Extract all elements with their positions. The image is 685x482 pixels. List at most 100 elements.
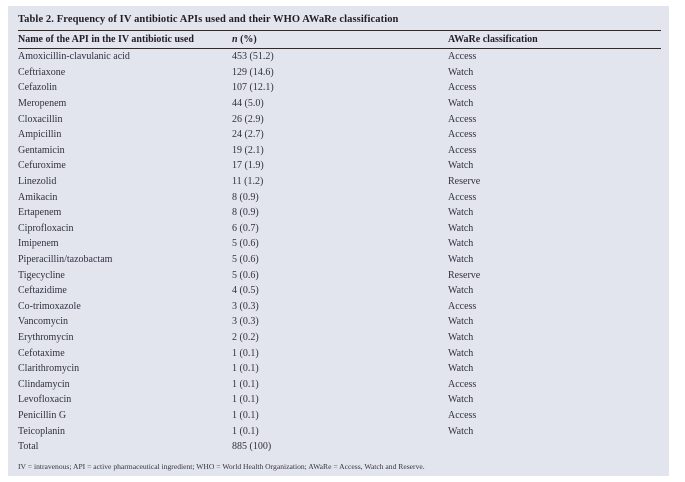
n-percent-cell: 5 (0.6): [232, 269, 259, 281]
table-row: Amoxicillin-clavulanic acid 453 (51.2) Acc…: [18, 49, 661, 65]
table-row: Tigecycline 5 (0.6) Reserve: [18, 267, 661, 283]
n-percent-cell: 3 (0.3): [232, 300, 259, 312]
col-header-n-percent: n (%): [232, 31, 448, 49]
n-percent-cell: 1 (0.1): [232, 409, 259, 421]
n-percent-cell: 26 (2.9): [232, 113, 264, 125]
n-percent-cell: 8 (0.9): [232, 207, 259, 219]
aware-classification-cell: Watch: [448, 160, 474, 172]
n-percent-cell: 1 (0.1): [232, 394, 259, 406]
api-name-cell: Vancomycin: [18, 316, 68, 328]
table-row: Co-trimoxazole 3 (0.3) Access: [18, 299, 661, 315]
api-name-cell: Teicoplanin: [18, 425, 66, 437]
table-row: Erythromycin 2 (0.2) Watch: [18, 330, 661, 346]
n-percent-cell: 107 (12.1): [232, 82, 274, 94]
table-row: Ceftriaxone 129 (14.6) Watch: [18, 65, 661, 81]
table-row: Gentamicin 19 (2.1) Access: [18, 143, 661, 159]
api-name-cell: Co-trimoxazole: [18, 300, 81, 312]
aware-classification-cell: Watch: [448, 207, 474, 219]
aware-classification-cell: Watch: [448, 98, 474, 110]
aware-classification-cell: Watch: [448, 254, 474, 266]
table-row: Levofloxacin 1 (0.1) Watch: [18, 392, 661, 408]
aware-classification-cell: Access: [448, 300, 477, 312]
aware-classification-cell: Watch: [448, 347, 474, 359]
n-percent-cell: 453 (51.2): [232, 51, 274, 63]
n-percent-cell: 17 (1.9): [232, 160, 264, 172]
col-header-aware-classification: AWaRe classification: [448, 31, 661, 49]
table-row: Cefotaxime 1 (0.1) Watch: [18, 345, 661, 361]
header-row: Name of the API in the IV antibiotic use…: [18, 31, 661, 49]
table-row: Clindamycin 1 (0.1) Access: [18, 376, 661, 392]
table-row: Piperacillin/tazobactam 5 (0.6) Watch: [18, 252, 661, 268]
api-name-cell: Ceftazidime: [18, 285, 67, 297]
n-percent-cell: 3 (0.3): [232, 316, 259, 328]
api-name-cell: Clindamycin: [18, 378, 70, 390]
api-name-cell: Piperacillin/tazobactam: [18, 254, 113, 266]
n-percent-cell: 1 (0.1): [232, 363, 259, 375]
aware-classification-cell: Watch: [448, 425, 474, 437]
n-percent-cell: 1 (0.1): [232, 425, 259, 437]
n-percent-cell: 44 (5.0): [232, 98, 264, 110]
aware-classification-cell: Access: [448, 51, 477, 63]
aware-classification-cell: Access: [448, 409, 477, 421]
table-row: Ciprofloxacin 6 (0.7) Watch: [18, 221, 661, 237]
api-name-cell: Tigecycline: [18, 269, 65, 281]
table-row: Teicoplanin 1 (0.1) Watch: [18, 423, 661, 439]
table-row: Penicillin G 1 (0.1) Access: [18, 408, 661, 424]
table-row: Cloxacillin 26 (2.9) Access: [18, 111, 661, 127]
aware-classification-cell: Watch: [448, 394, 474, 406]
api-name-cell: Levofloxacin: [18, 394, 72, 406]
api-name-cell: Clarithromycin: [18, 363, 80, 375]
api-name-cell: Ceftriaxone: [18, 66, 66, 78]
n-percent-cell: 24 (2.7): [232, 129, 264, 141]
table-row: Cefazolin 107 (12.1) Access: [18, 80, 661, 96]
aware-classification-cell: Access: [448, 191, 477, 203]
table-row: Meropenem 44 (5.0) Watch: [18, 96, 661, 112]
antibiotics-table: Name of the API in the IV antibiotic use…: [18, 31, 661, 454]
aware-classification-cell: Access: [448, 113, 477, 125]
api-name-cell: Total: [18, 441, 39, 453]
aware-classification-cell: Access: [448, 82, 477, 94]
n-percent-cell: 8 (0.9): [232, 191, 259, 203]
api-name-cell: Cefuroxime: [18, 160, 66, 172]
api-name-cell: Ertapenem: [18, 207, 62, 219]
api-name-cell: Amoxicillin-clavulanic acid: [18, 51, 130, 63]
table-row: Ceftazidime 4 (0.5) Watch: [18, 283, 661, 299]
n-percent-cell: 19 (2.1): [232, 144, 264, 156]
table-row: Clarithromycin 1 (0.1) Watch: [18, 361, 661, 377]
api-name-cell: Linezolid: [18, 176, 57, 188]
n-percent-cell: 129 (14.6): [232, 66, 274, 78]
api-name-cell: Amikacin: [18, 191, 58, 203]
aware-classification-cell: Reserve: [448, 269, 481, 281]
aware-classification-cell: Watch: [448, 363, 474, 375]
table-body: Amoxicillin-clavulanic acid 453 (51.2) Acc…: [18, 49, 661, 455]
api-name-cell: Cefotaxime: [18, 347, 65, 359]
aware-classification-cell: Watch: [448, 238, 474, 250]
aware-classification-cell: Watch: [448, 316, 474, 328]
n-percent-cell: 2 (0.2): [232, 331, 259, 343]
api-name-cell: Cefazolin: [18, 82, 57, 94]
table-row: Imipenem 5 (0.6) Watch: [18, 236, 661, 252]
api-name-cell: Ampicillin: [18, 129, 62, 141]
n-percent-cell: 11 (1.2): [232, 176, 264, 188]
table-footnote: IV = intravenous; API = active pharmaceu…: [18, 462, 425, 472]
api-name-cell: Meropenem: [18, 98, 67, 110]
table-title: Table 2. Frequency of IV antibiotic APIs…: [18, 11, 661, 31]
aware-classification-cell: Watch: [448, 331, 474, 343]
api-name-cell: Cloxacillin: [18, 113, 63, 125]
aware-classification-cell: Access: [448, 378, 477, 390]
aware-classification-cell: Watch: [448, 66, 474, 78]
aware-classification-cell: Watch: [448, 222, 474, 234]
table-row: Ampicillin 24 (2.7) Access: [18, 127, 661, 143]
table-panel: Table 2. Frequency of IV antibiotic APIs…: [8, 6, 669, 476]
col-header-api-name: Name of the API in the IV antibiotic use…: [18, 31, 232, 49]
table-row: Vancomycin 3 (0.3) Watch: [18, 314, 661, 330]
n-percent-suffix: (%): [237, 34, 257, 45]
table-row: Ertapenem 8 (0.9) Watch: [18, 205, 661, 221]
n-percent-cell: 4 (0.5): [232, 285, 259, 297]
n-percent-cell: 1 (0.1): [232, 378, 259, 390]
api-name-cell: Penicillin G: [18, 409, 67, 421]
table-row: Cefuroxime 17 (1.9) Watch: [18, 158, 661, 174]
table-row: Linezolid 11 (1.2) Reserve: [18, 174, 661, 190]
n-percent-cell: 1 (0.1): [232, 347, 259, 359]
api-name-cell: Erythromycin: [18, 331, 74, 343]
